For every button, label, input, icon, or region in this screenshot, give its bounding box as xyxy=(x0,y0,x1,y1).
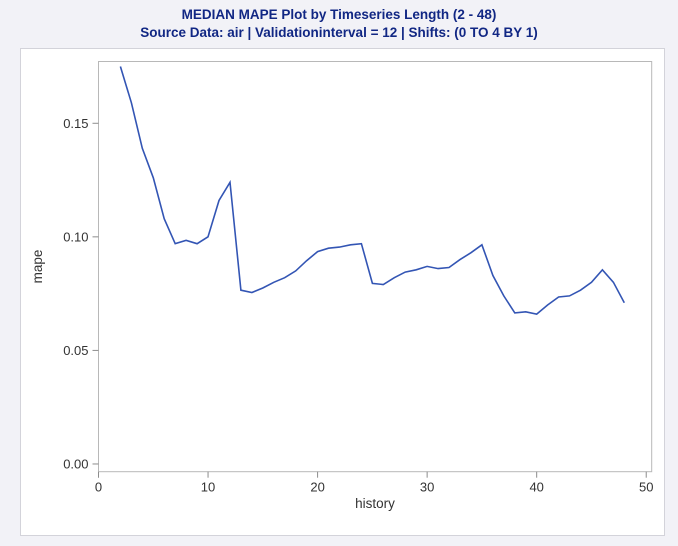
graph-header: MEDIAN MAPE Plot by Timeseries Length (2… xyxy=(0,6,678,42)
data-line xyxy=(119,66,626,315)
x-tick-label: 10 xyxy=(201,480,215,495)
chart-subtitle: Source Data: air | Validationinterval = … xyxy=(140,25,538,40)
chart-title: MEDIAN MAPE Plot by Timeseries Length (2… xyxy=(181,7,497,22)
x-tick-label: 20 xyxy=(310,480,324,495)
y-tick-label: 0.15 xyxy=(63,116,88,131)
x-tick-label: 30 xyxy=(420,480,434,495)
x-tick-label: 0 xyxy=(95,480,102,495)
x-axis: 0 10 20 30 40 50 xyxy=(95,471,653,495)
x-tick-label: 50 xyxy=(639,480,653,495)
y-tick-label: 0.10 xyxy=(63,229,88,244)
graph-frame xyxy=(20,48,665,536)
y-axis: 0.00 0.05 0.10 0.15 xyxy=(63,116,99,471)
y-tick-label: 0.00 xyxy=(63,456,88,471)
x-axis-title: history xyxy=(355,496,395,511)
y-axis-title: mape xyxy=(30,250,45,284)
x-tick-label: 40 xyxy=(529,480,543,495)
plot-wall xyxy=(98,61,653,473)
y-tick-label: 0.05 xyxy=(63,343,88,358)
